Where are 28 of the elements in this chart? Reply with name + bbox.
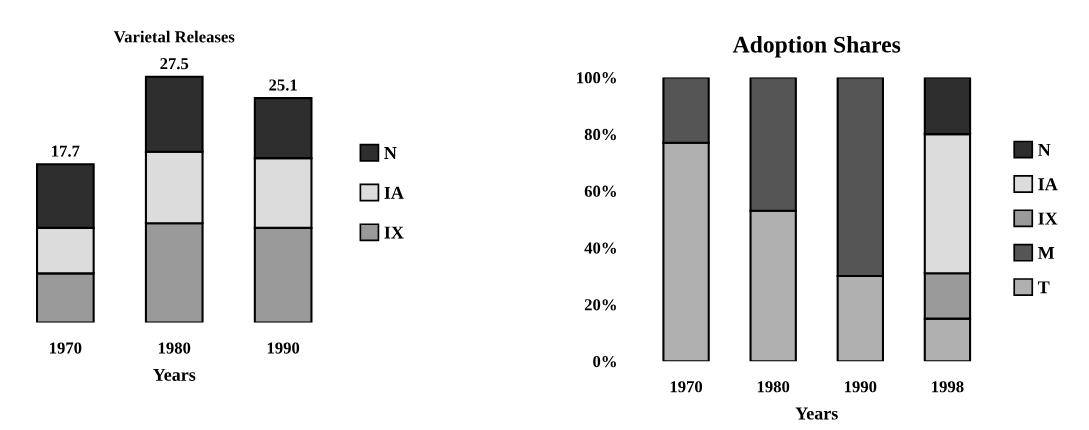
x-axis-title: Years <box>153 368 196 381</box>
x-tick-label: 1970 <box>670 381 703 393</box>
annotation: 27.5 <box>160 58 189 70</box>
annotation: 25.1 <box>269 79 297 91</box>
y-tick-label: 80% <box>584 128 616 141</box>
legend-label: IA <box>1038 178 1058 191</box>
y-tick-label: 100% <box>577 72 616 84</box>
x-tick-label: 1998 <box>932 381 964 393</box>
chart-title: Varietal Releases <box>113 30 235 43</box>
x-tick-label: 1990 <box>267 342 300 354</box>
x-axis-title: Years <box>795 407 838 420</box>
x-tick-label: 1990 <box>844 381 877 393</box>
chart-title: Adoption Shares <box>732 36 901 58</box>
y-tick-label: 40% <box>584 242 616 254</box>
annotation: 17.7 <box>52 145 80 157</box>
y-tick-label: 20% <box>584 299 616 311</box>
legend-label: T <box>1037 281 1050 294</box>
x-tick-label: 1980 <box>757 381 790 393</box>
x-tick-label: 1980 <box>158 342 191 354</box>
y-tick-label: 0% <box>593 355 616 368</box>
legend-label: M <box>1037 247 1055 259</box>
legend-label: IA <box>384 186 404 199</box>
y-tick-label: 60% <box>584 185 616 197</box>
legend-label: N <box>1038 143 1051 156</box>
legend-label: N <box>384 147 397 159</box>
legend-label: IX <box>384 226 404 239</box>
legend-label: IX <box>1038 212 1058 225</box>
x-tick-label: 1970 <box>50 342 82 354</box>
